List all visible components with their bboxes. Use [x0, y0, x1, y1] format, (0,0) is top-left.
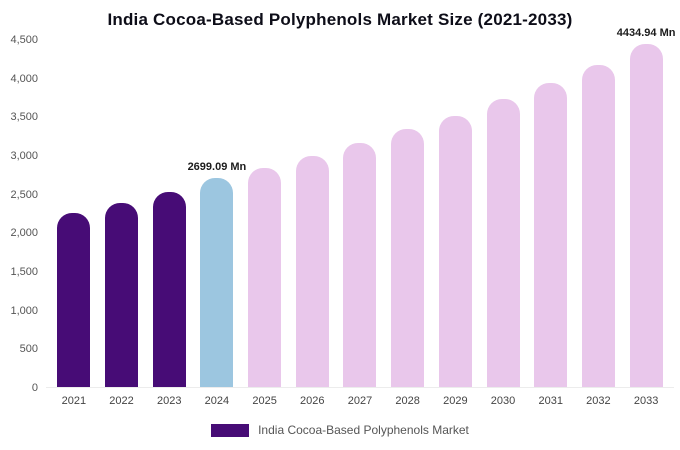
bar	[200, 178, 234, 387]
x-axis-labels: 2021 2022 2023 2024 2025 2026 2027 2028 2029 2030…	[46, 395, 674, 407]
y-axis-tick-label: 3,500	[10, 111, 38, 124]
bar-group	[432, 40, 480, 387]
bar	[295, 155, 329, 387]
legend-label: India Cocoa-Based Polyphenols Market	[258, 423, 469, 437]
bar-group	[98, 40, 146, 387]
bar-group	[241, 40, 289, 387]
y-axis-tick-label: 0	[31, 382, 38, 394]
x-axis-label: 2023	[156, 395, 182, 407]
bar-value-label: 2699.09 Mn	[187, 161, 247, 174]
x-axis-label: 2025	[252, 395, 277, 407]
bar-group: 4434.94 Mn	[617, 27, 675, 387]
bar	[438, 115, 472, 387]
bar-group	[288, 40, 336, 387]
x-axis-label: 2027	[347, 395, 373, 407]
bar-group	[145, 40, 193, 387]
bar	[152, 192, 186, 387]
bar-group	[384, 40, 432, 387]
bar-group	[336, 40, 384, 387]
x-axis-label: 2029	[443, 395, 468, 407]
bar	[105, 202, 139, 387]
bar	[581, 64, 615, 387]
bar	[248, 168, 282, 387]
y-axis-tick-label: 4,000	[10, 72, 38, 85]
legend-swatch	[211, 423, 250, 437]
y-axis-tick-label: 4,500	[10, 34, 38, 46]
x-axis-label: 2026	[300, 395, 325, 407]
y-axis-tick-label: 1,000	[10, 304, 38, 317]
chart-title: India Cocoa-Based Polyphenols Market Siz…	[107, 10, 573, 29]
bar-value-label: 4434.94 Mn	[616, 27, 676, 40]
bar	[391, 129, 425, 387]
y-axis-tick-label: 2,500	[10, 188, 38, 201]
y-axis-tick-label: 1,500	[10, 266, 38, 278]
x-axis-label: 2030	[490, 395, 516, 407]
y-axis-tick-label: 3,000	[10, 150, 38, 162]
bar-group	[50, 40, 98, 387]
x-axis-label: 2031	[538, 395, 563, 407]
bar-group: 2699.09 Mn	[188, 40, 246, 387]
bar-group	[479, 40, 527, 387]
legend: India Cocoa-Based Polyphenols Market	[0, 423, 680, 437]
x-axis-label: 2021	[61, 395, 87, 407]
x-axis-label: 2028	[395, 395, 420, 407]
bar	[57, 213, 91, 387]
y-axis-tick-label: 500	[19, 343, 38, 356]
bar	[629, 44, 663, 387]
plot-area: 2699.09 Mn 4434.94 Mn 4,500 4,000 3,500 3,00…	[10, 27, 675, 394]
bar	[343, 143, 377, 387]
x-axis-label: 2032	[586, 395, 611, 407]
bar-group	[527, 40, 575, 387]
y-axis-tick-label: 2,000	[10, 227, 38, 240]
x-axis-label: 2022	[109, 395, 134, 407]
x-axis-label: 2033	[633, 395, 659, 407]
bar-group	[575, 40, 623, 387]
x-axis-label: 2024	[204, 395, 230, 407]
bars: 2699.09 Mn 4434.94 Mn	[46, 27, 675, 388]
bar	[486, 99, 520, 387]
bar	[534, 83, 568, 387]
